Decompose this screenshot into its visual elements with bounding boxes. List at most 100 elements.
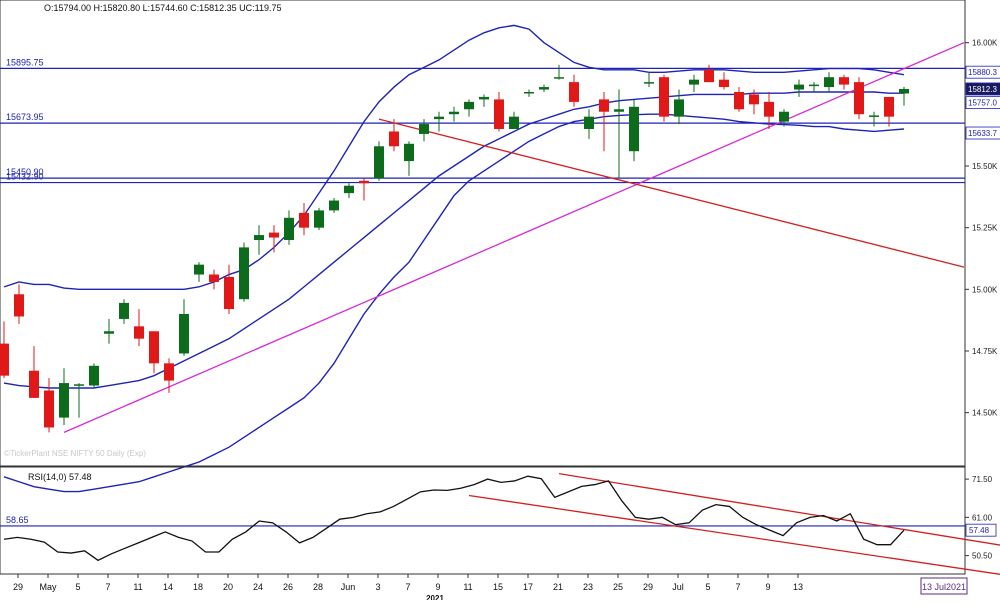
candle-body — [29, 370, 39, 398]
candle-body — [209, 274, 219, 282]
candle-body — [419, 124, 429, 134]
candle-29 — [434, 111, 444, 132]
x-tick-label: 29 — [643, 582, 653, 592]
hline-label-1: 15673.95 — [6, 112, 44, 122]
trendline-support — [63, 42, 965, 433]
candle-body — [749, 94, 759, 105]
rsi-trendline-1 — [468, 494, 1000, 575]
x-tick-label: 23 — [583, 582, 593, 592]
candle-body — [239, 247, 249, 300]
candle-3 — [44, 378, 54, 433]
candle-body — [449, 111, 459, 115]
candle-49 — [734, 87, 744, 112]
candle-51 — [764, 92, 774, 129]
watermark: ©TickerPlant NSE NIFTY 50 Daily (Exp) — [4, 449, 146, 458]
candle-40 — [599, 92, 609, 152]
rsi-series — [3, 475, 905, 562]
candle-5 — [74, 383, 84, 418]
candle-body — [794, 84, 804, 90]
candle-24 — [359, 178, 369, 201]
candle-body — [269, 232, 279, 238]
candlestick-series — [0, 64, 909, 433]
candle-body — [119, 302, 129, 319]
candle-body — [809, 84, 819, 87]
candle-34 — [509, 111, 519, 129]
candle-body — [434, 116, 444, 120]
candle-2 — [29, 346, 39, 398]
x-tick-label: 20 — [223, 582, 233, 592]
right-label-box-1 — [965, 82, 1000, 96]
candle-26 — [389, 119, 399, 152]
candle-59 — [884, 96, 894, 127]
candle-body — [494, 99, 504, 129]
rsi-title: RSI(14,0) 57.48 — [28, 472, 92, 482]
candle-27 — [404, 141, 414, 176]
rsi-tick-label: 50.50 — [972, 552, 993, 561]
candle-body — [689, 79, 699, 85]
candle-7 — [104, 318, 114, 344]
candle-body — [179, 314, 189, 354]
candle-13 — [194, 262, 204, 282]
x-tick-label: May — [39, 582, 57, 592]
bollinger-upper — [3, 24, 905, 291]
candle-37 — [554, 64, 564, 80]
candle-body — [329, 200, 339, 211]
candle-body — [164, 363, 174, 381]
candle-body — [659, 77, 669, 117]
right-label-box-3 — [965, 126, 1000, 140]
candle-22 — [329, 198, 339, 213]
x-tick-label: 14 — [163, 582, 173, 592]
candle-60 — [899, 86, 909, 106]
x-tick-label: 26 — [283, 582, 293, 592]
candle-body — [284, 217, 294, 240]
x-tick-label: 24 — [253, 582, 263, 592]
hline-label-3: 15432.90 — [6, 172, 44, 182]
candle-body — [14, 294, 24, 317]
rsi-last-value: 57.48 — [969, 526, 990, 535]
year-label: 2021 — [426, 594, 444, 600]
candle-body — [359, 180, 369, 184]
candle-body — [704, 69, 714, 83]
candle-38 — [569, 74, 579, 107]
candle-body — [509, 116, 519, 129]
x-tick-label: 5 — [705, 582, 710, 592]
candle-42 — [629, 99, 639, 162]
candle-body — [89, 365, 99, 386]
candle-9 — [134, 309, 144, 347]
rsi-trendline-0 — [558, 473, 1000, 546]
candle-0 — [0, 321, 9, 379]
x-tick-label: 11 — [133, 582, 142, 592]
date-x-axis: 29 May 5 7 11 14 18 20 24 26 28 Jun 3 7 9 11 15 17 21 23 25 2… — [13, 574, 803, 592]
right-label-1: 15812.3 — [968, 85, 997, 94]
candle-body — [674, 99, 684, 117]
candle-56 — [839, 74, 849, 90]
candle-body — [524, 92, 534, 94]
candle-body — [299, 212, 309, 228]
candle-body — [44, 390, 54, 428]
candle-19 — [284, 210, 294, 245]
rsi-level-label: 58.65 — [6, 515, 29, 525]
candle-body — [614, 109, 624, 112]
rsi-y-axis: 71.50 61.00 50.50 57.48 — [965, 475, 997, 561]
candle-body — [74, 384, 84, 386]
x-tick-label: 5 — [75, 582, 80, 592]
candle-body — [479, 96, 489, 100]
candle-35 — [524, 89, 534, 97]
candle-25 — [374, 141, 384, 181]
candle-45 — [674, 89, 684, 125]
candle-36 — [539, 84, 549, 92]
x-tick-label: 21 — [553, 582, 563, 592]
rsi-line — [3, 475, 905, 562]
candle-body — [374, 146, 384, 179]
date-badge-box — [920, 577, 968, 595]
price-panel — [0, 0, 966, 467]
candle-20 — [299, 203, 309, 236]
rsi-trendlines — [468, 473, 1000, 575]
candle-57 — [854, 77, 864, 120]
x-tick-label: 7 — [735, 582, 740, 592]
candle-8 — [119, 299, 129, 324]
hline-label-0: 15895.75 — [6, 57, 44, 67]
candle-body — [539, 87, 549, 90]
